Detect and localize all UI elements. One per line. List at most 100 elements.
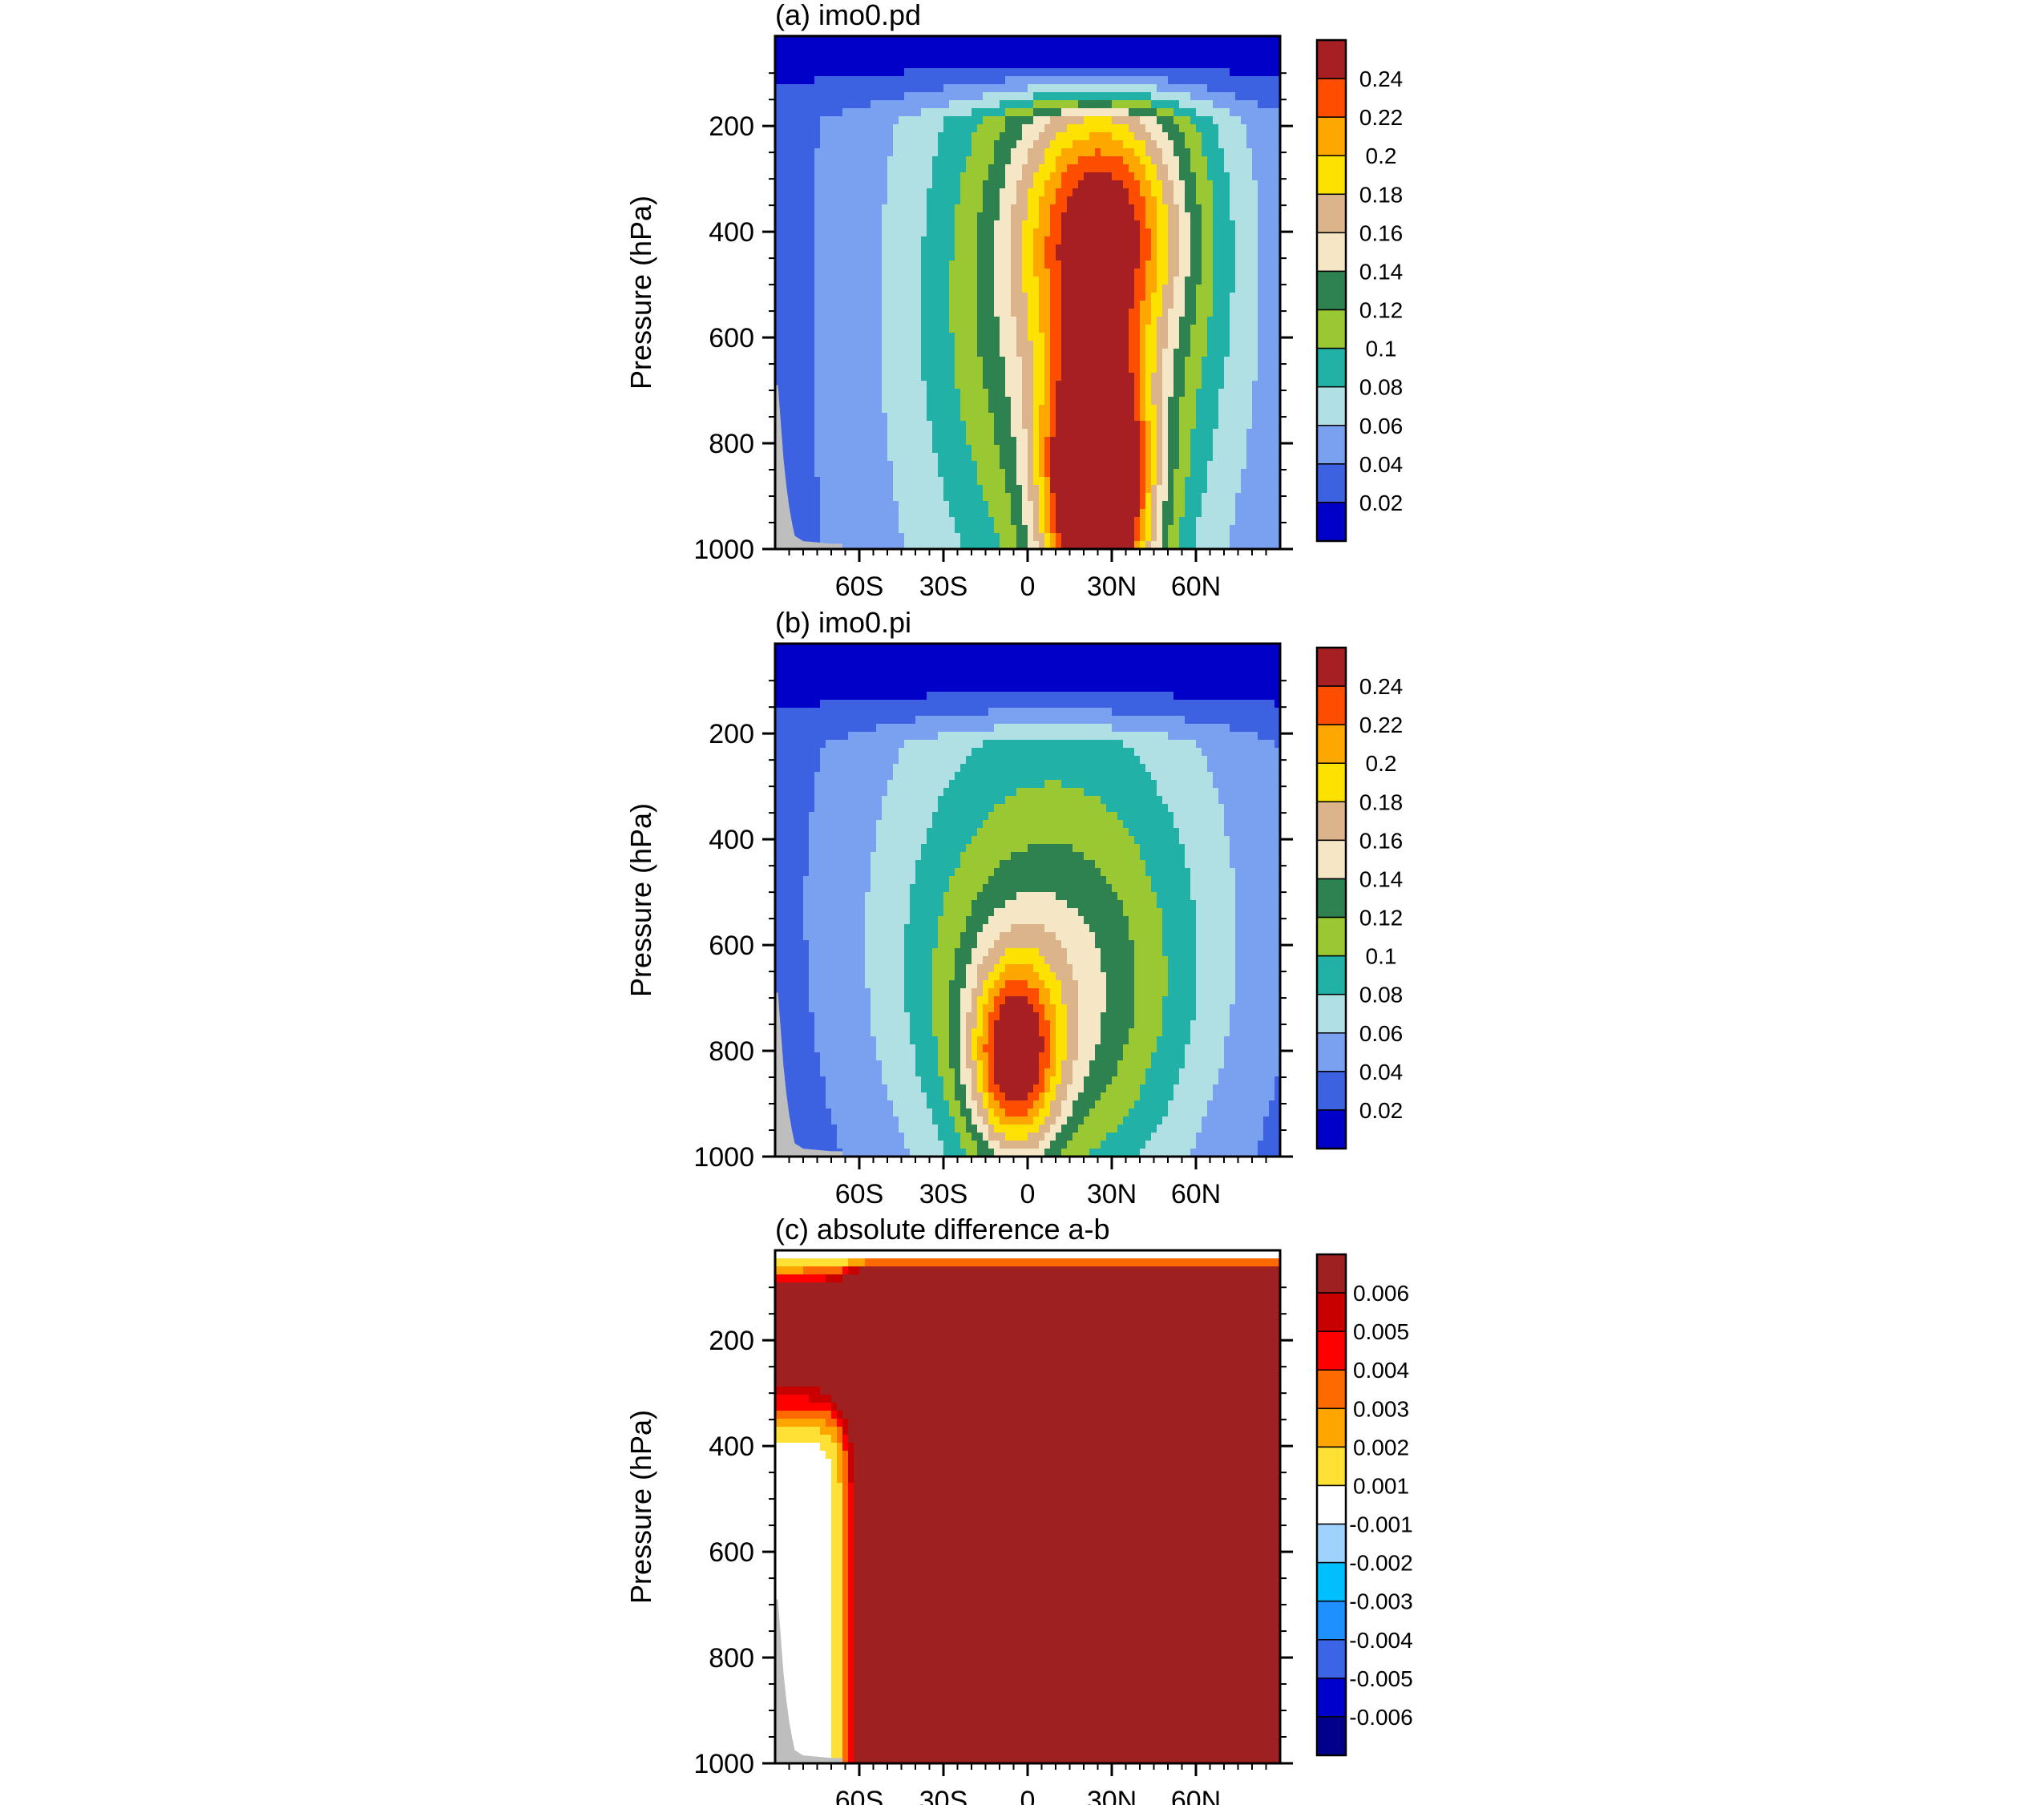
contour-cell [1269,100,1275,109]
contour-cell [988,301,995,309]
contour-cell [814,445,821,454]
contour-cell [859,397,866,406]
contour-cell [927,445,933,454]
contour-cell [842,309,849,317]
contour-cell [1196,236,1202,245]
contour-cell [1084,212,1090,221]
contour-cell [927,453,933,462]
contour-cell [1258,204,1264,213]
contour-cell [972,36,978,45]
contour-cell [814,196,821,205]
contour-cell [1044,36,1051,45]
contour-cell [1179,252,1186,261]
contour-cell [988,365,995,374]
contour-cell [1089,164,1096,173]
contour-cell [1101,140,1107,149]
contour-cell [1179,36,1186,45]
contour-cell [859,421,866,430]
contour-cell [809,204,815,213]
contour-cell [1140,116,1146,125]
contour-cell [1072,333,1079,341]
contour-cell [983,277,989,285]
contour-cell [932,68,939,77]
contour-cell [1162,285,1169,293]
contour-cell [1084,44,1090,53]
contour-cell [904,413,911,422]
contour-cell [887,421,894,430]
contour-cell [1213,285,1219,293]
contour-cell [943,196,950,205]
contour-cell [893,212,899,221]
contour-cell [1022,405,1028,414]
contour-cell [910,116,916,125]
contour-cell [1224,381,1230,390]
contour-cell [1061,132,1068,141]
contour-cell [1252,437,1258,446]
contour-cell [1000,325,1006,333]
contour-cell [1056,164,1062,173]
contour-cell [955,469,961,478]
contour-cell [983,285,989,293]
contour-cell [1129,453,1135,462]
contour-cell [859,349,866,357]
contour-cell [1089,445,1096,454]
contour-cell [1134,429,1141,438]
contour-cell [1089,381,1096,390]
contour-cell [837,84,843,93]
contour-cell [1106,405,1113,414]
contour-cell [1213,244,1219,253]
contour-cell [831,469,838,478]
contour-cell [1078,293,1085,301]
contour-cell [899,301,905,309]
contour-cell [1173,108,1180,117]
contour-cell [1269,381,1275,390]
contour-cell [1140,405,1146,414]
contour-cell [1241,236,1247,245]
contour-cell [786,84,793,93]
contour-cell [871,212,877,221]
contour-cell [786,349,793,357]
contour-cell [842,60,849,69]
contour-cell [921,260,927,269]
contour-cell [1241,148,1247,157]
contour-cell [871,309,877,317]
contour-cell [1252,341,1258,349]
contour-cell [1011,36,1017,45]
contour-cell [1258,68,1264,77]
contour-cell [1269,68,1275,77]
contour-cell [887,164,894,173]
contour-cell [1241,260,1247,269]
contour-cell [1252,124,1258,133]
contour-cell [921,437,927,446]
contour-cell [1056,373,1062,382]
contour-cell [904,212,911,221]
contour-cell [798,44,804,53]
contour-cell [882,317,888,325]
contour-cell [1089,357,1096,365]
contour-cell [1117,357,1124,365]
contour-cell [781,269,787,277]
contour-cell [1112,116,1118,125]
contour-cell [1106,381,1113,390]
contour-cell [943,445,950,454]
contour-cell [1050,277,1056,285]
contour-cell [972,333,978,341]
contour-cell [792,477,798,486]
contour-cell [1207,228,1214,237]
contour-cell [1190,92,1197,101]
contour-cell [1196,325,1202,333]
contour-cell [1061,228,1068,237]
contour-cell [1101,461,1107,470]
contour-cell [1179,293,1186,301]
contour-cell [994,36,1000,45]
contour-cell [831,277,838,285]
contour-cell [814,349,821,357]
contour-cell [1263,172,1270,181]
contour-cell [1274,333,1281,341]
contour-cell [1050,196,1056,205]
contour-cell [814,461,821,470]
contour-cell [887,285,894,293]
contour-cell [1140,228,1146,237]
contour-cell [1258,301,1264,309]
contour-cell [1157,309,1163,317]
